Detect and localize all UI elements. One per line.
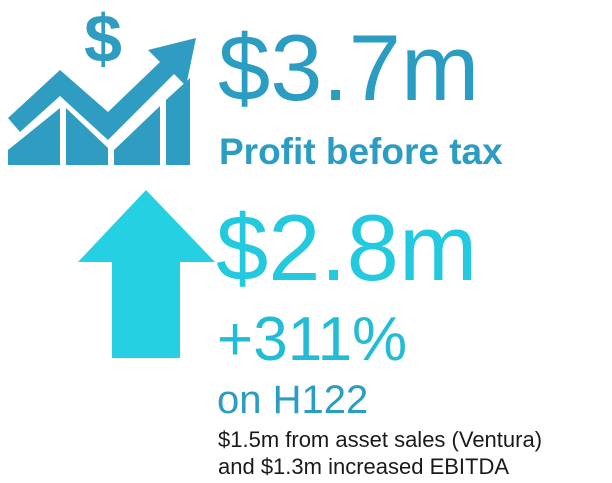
bar [114, 106, 160, 165]
profit-icon: $ [8, 1, 196, 165]
dollar-sign: $ [84, 1, 122, 77]
up-arrow [78, 190, 215, 358]
change-comparison: on H122 [217, 378, 368, 422]
note-line: $1.5m from asset sales (Ventura) [218, 427, 542, 452]
trend-arrow [8, 38, 196, 140]
bar [8, 108, 60, 165]
change-percent: +311% [217, 305, 407, 374]
change-value: $2.8m [216, 195, 477, 300]
headline-value: $3.7m [218, 15, 479, 120]
bar [166, 78, 190, 165]
note-line: and $1.3m increased EBITDA [218, 454, 509, 479]
bar [66, 108, 108, 165]
headline-label: Profit before tax [219, 131, 503, 172]
